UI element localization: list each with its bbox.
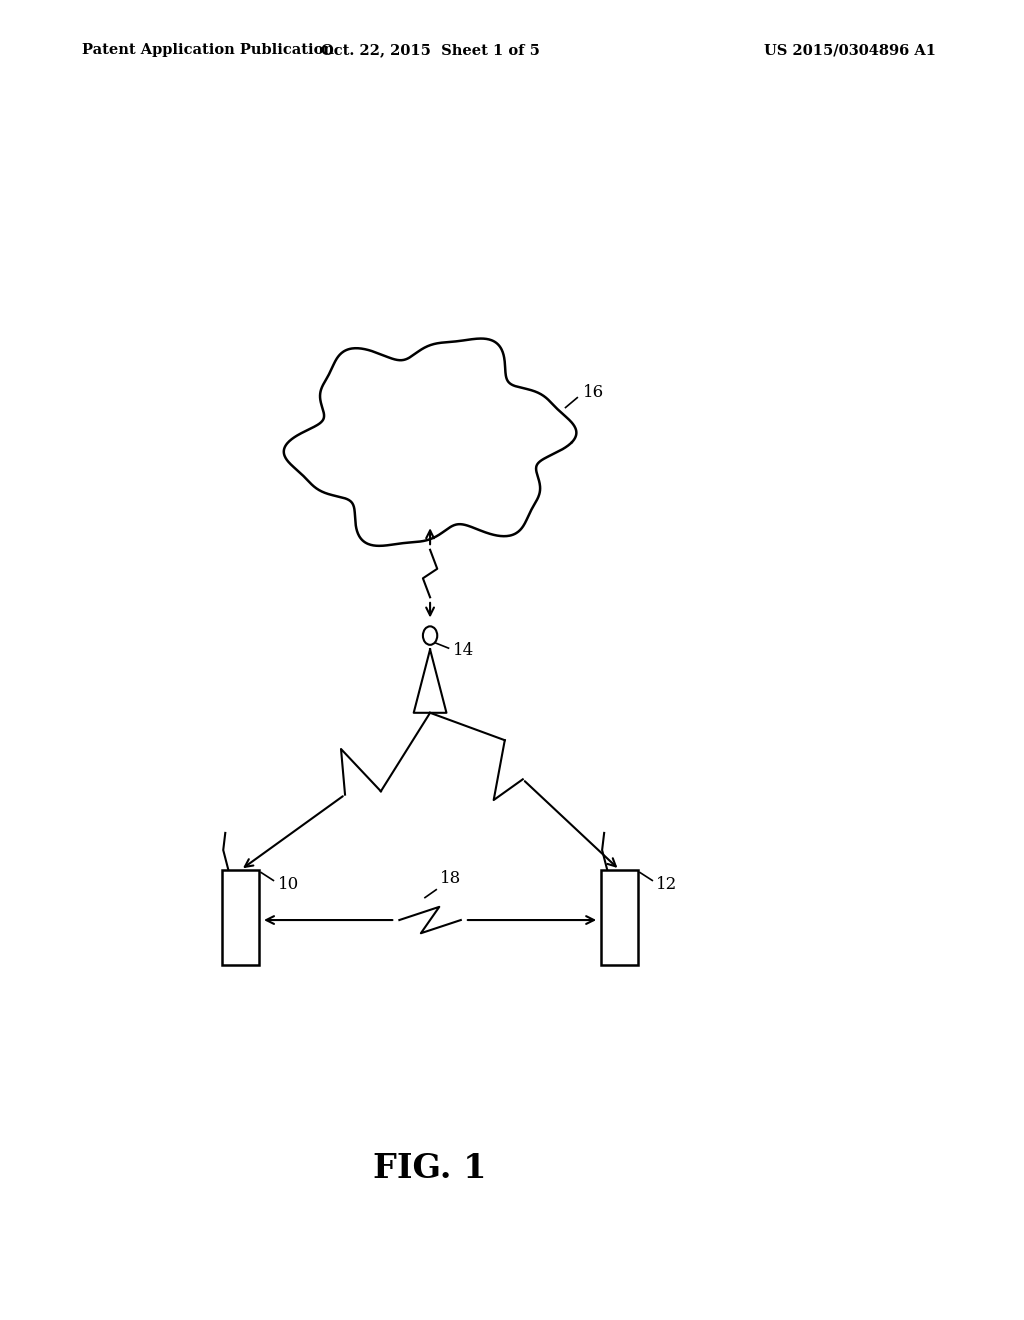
Bar bbox=[222, 870, 259, 965]
Text: 10: 10 bbox=[278, 876, 299, 894]
Text: Oct. 22, 2015  Sheet 1 of 5: Oct. 22, 2015 Sheet 1 of 5 bbox=[321, 44, 540, 57]
Bar bbox=[601, 870, 638, 965]
Text: 14: 14 bbox=[453, 643, 474, 659]
Text: 16: 16 bbox=[584, 384, 604, 401]
Text: 18: 18 bbox=[440, 870, 462, 887]
Text: Patent Application Publication: Patent Application Publication bbox=[82, 44, 334, 57]
Text: FIG. 1: FIG. 1 bbox=[374, 1151, 486, 1185]
Text: US 2015/0304896 A1: US 2015/0304896 A1 bbox=[764, 44, 936, 57]
Text: 12: 12 bbox=[656, 876, 678, 894]
